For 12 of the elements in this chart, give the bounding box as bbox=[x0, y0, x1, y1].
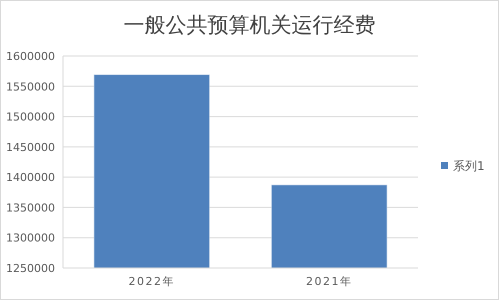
y-tick-label: 1500000 bbox=[6, 110, 55, 124]
x-tick-label: 2022年 bbox=[128, 275, 175, 288]
y-tick-label: 1350000 bbox=[6, 201, 55, 214]
chart-title: 一般公共预算机关运行经费 bbox=[124, 13, 376, 37]
x-tick-label: 2021年 bbox=[306, 275, 352, 288]
y-tick-label: 1600000 bbox=[6, 50, 55, 63]
y-tick-label: 1550000 bbox=[6, 80, 55, 94]
y-tick-label: 1300000 bbox=[6, 232, 55, 245]
y-tick-label: 1400000 bbox=[6, 171, 55, 184]
legend-label: 系列1 bbox=[453, 159, 485, 173]
y-tick-label: 1250000 bbox=[6, 262, 55, 275]
y-tick-label: 1450000 bbox=[6, 140, 55, 154]
